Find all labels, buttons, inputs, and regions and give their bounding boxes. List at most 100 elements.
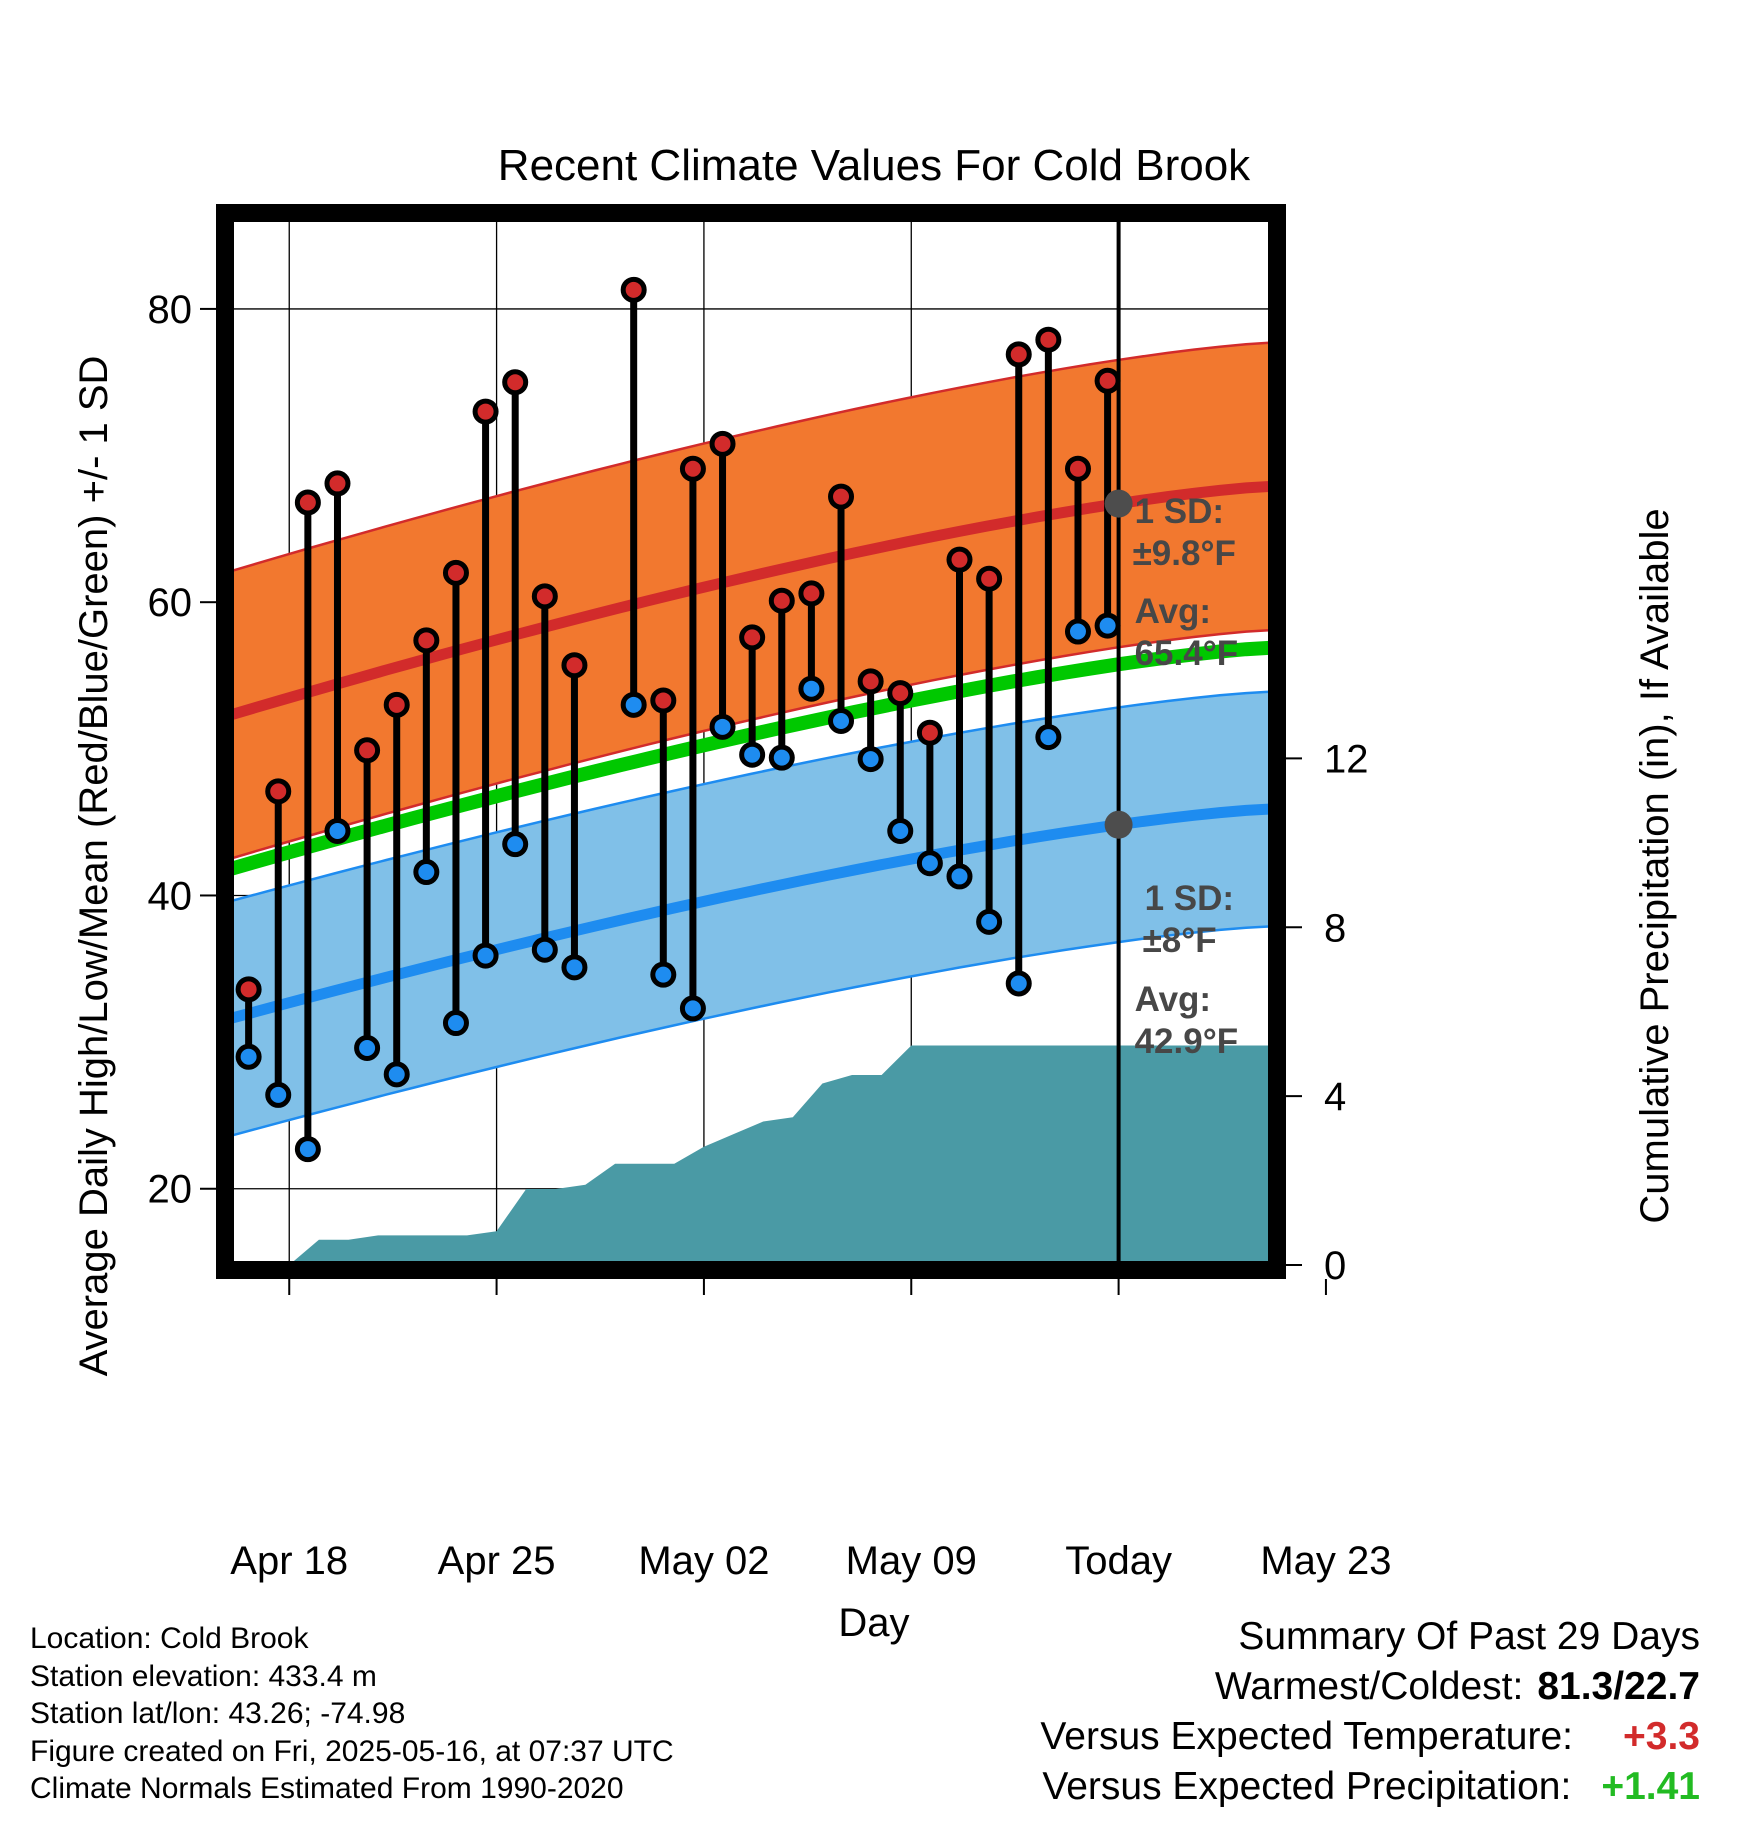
high-avg-marker — [1104, 489, 1133, 518]
y2-tick-label: 4 — [1324, 1075, 1346, 1119]
daily-low-point — [442, 1010, 469, 1037]
x-axis-label: Day — [838, 1601, 909, 1645]
location-text: Location: Cold Brook — [30, 1622, 309, 1655]
daily-low-point — [1035, 724, 1062, 751]
daily-low-point — [324, 817, 351, 844]
daily-high-point — [324, 470, 351, 497]
daily-low-point — [798, 675, 825, 702]
summary-heading: Summary Of Past 29 Days — [1238, 1615, 1700, 1658]
daily-low-point — [413, 859, 440, 886]
daily-low-point — [916, 850, 943, 877]
daily-low-point — [531, 936, 558, 963]
y-tick-label: 40 — [148, 874, 193, 918]
y-tick-label: 80 — [148, 288, 193, 332]
daily-low-point — [946, 863, 973, 890]
daily-low-point — [561, 954, 588, 981]
x-tick-label: May 02 — [638, 1539, 769, 1583]
daily-high-point — [235, 976, 262, 1003]
daily-high-point — [265, 778, 292, 805]
y-axis-label: Average Daily High/Low/Mean (Red/Blue/Gr… — [72, 356, 116, 1377]
daily-low-point — [265, 1081, 292, 1108]
elevation-text: Station elevation: 433.4 m — [30, 1659, 377, 1693]
normal-low-band — [230, 690, 1272, 1138]
daily-low-point — [709, 713, 736, 740]
summary-panel: Summary Of Past 29 Days Warmest/Coldest:… — [1040, 1612, 1700, 1812]
daily-high-point — [354, 737, 381, 764]
daily-high-point — [887, 680, 914, 707]
y2-tick-label: 12 — [1324, 737, 1369, 781]
y2-tick-label: 0 — [1324, 1244, 1346, 1288]
x-tick-label: Apr 25 — [438, 1539, 556, 1583]
daily-high-point — [413, 627, 440, 654]
daily-high-point — [620, 276, 647, 303]
daily-high-point — [739, 624, 766, 651]
daily-high-point — [1005, 341, 1032, 368]
daily-high-point — [1094, 367, 1121, 394]
x-tick-label: Apr 18 — [230, 1539, 348, 1583]
temp-row: Versus Expected Temperature: +3.3 — [1040, 1712, 1700, 1762]
normal-low-line — [230, 803, 1272, 1024]
low-avg-value: 42.9°F — [1135, 1022, 1239, 1061]
created-text: Figure created on Fri, 2025-05-16, at 07… — [30, 1734, 674, 1768]
daily-low-point — [857, 746, 884, 773]
daily-low-point — [1094, 612, 1121, 639]
daily-high-point — [798, 580, 825, 607]
daily-low-point — [650, 961, 677, 988]
daily-low-point — [768, 744, 795, 771]
precip-value: +1.41 — [1601, 1765, 1700, 1808]
plot-frame — [216, 204, 1286, 1279]
daily-high-point — [472, 398, 499, 425]
precip-area — [289, 1045, 1272, 1265]
daily-high-point — [650, 687, 677, 714]
daily-low-point — [502, 831, 529, 858]
daily-low-point — [383, 1061, 410, 1088]
y2-axis-label: Cumulative Precipitation (in), If Availa… — [1633, 508, 1677, 1223]
temp-value: +3.3 — [1623, 1715, 1700, 1758]
low-sd-label: 1 SD: — [1145, 879, 1234, 918]
daily-low-point — [828, 707, 855, 734]
daily-low-point — [472, 942, 499, 969]
daily-high-point — [294, 489, 321, 516]
daily-high-point — [679, 455, 706, 482]
normal-high-band — [230, 341, 1272, 861]
daily-high-point — [709, 430, 736, 457]
daily-high-point — [531, 583, 558, 610]
y-tick-label: 20 — [148, 1168, 193, 1212]
latlon-text: Station lat/lon: 43.26; -74.98 — [30, 1697, 406, 1730]
normals-text: Climate Normals Estimated From 1990-2020 — [30, 1772, 624, 1805]
normal-high-line — [230, 480, 1272, 721]
low-avg-label: Avg: — [1135, 980, 1211, 1019]
x-tick-label: Today — [1065, 1539, 1172, 1583]
daily-low-point — [976, 908, 1003, 935]
station-info: Location: Cold Brook Station elevation: … — [30, 1620, 674, 1808]
low-sd-value: ±8°F — [1143, 921, 1217, 960]
daily-high-point — [976, 565, 1003, 592]
daily-high-point — [383, 691, 410, 718]
temp-label: Versus Expected Temperature: — [1040, 1715, 1573, 1758]
daily-low-point — [354, 1034, 381, 1061]
daily-high-point — [916, 719, 943, 746]
low-avg-marker — [1104, 810, 1133, 839]
axes: 20 40 60 80 0 4 8 12 Apr 18 Apr 25 May 02 May 09 Tod… — [148, 204, 1392, 1583]
daily-high-point — [946, 546, 973, 573]
x-tick-label: May 23 — [1260, 1539, 1391, 1583]
warmest-row: Warmest/Coldest: 81.3/22.7 — [1040, 1662, 1700, 1712]
high-avg-label: Avg: — [1135, 592, 1211, 631]
daily-high-point — [828, 483, 855, 510]
daily-low-point — [739, 741, 766, 768]
warmest-value: 81.3/22.7 — [1537, 1665, 1700, 1708]
warmest-label: Warmest/Coldest: — [1214, 1665, 1524, 1708]
daily-low-point — [235, 1043, 262, 1070]
high-sd-label: 1 SD: — [1135, 492, 1224, 531]
y-tick-label: 60 — [148, 581, 193, 625]
daily-high-point — [502, 369, 529, 396]
daily-high-point — [768, 587, 795, 614]
days-number: 30 — [1131, 1371, 1170, 1410]
daily-low-point — [294, 1136, 321, 1163]
daily-high-point — [561, 652, 588, 679]
daily-high-point — [1064, 455, 1091, 482]
x-tick-label: May 09 — [846, 1539, 977, 1583]
